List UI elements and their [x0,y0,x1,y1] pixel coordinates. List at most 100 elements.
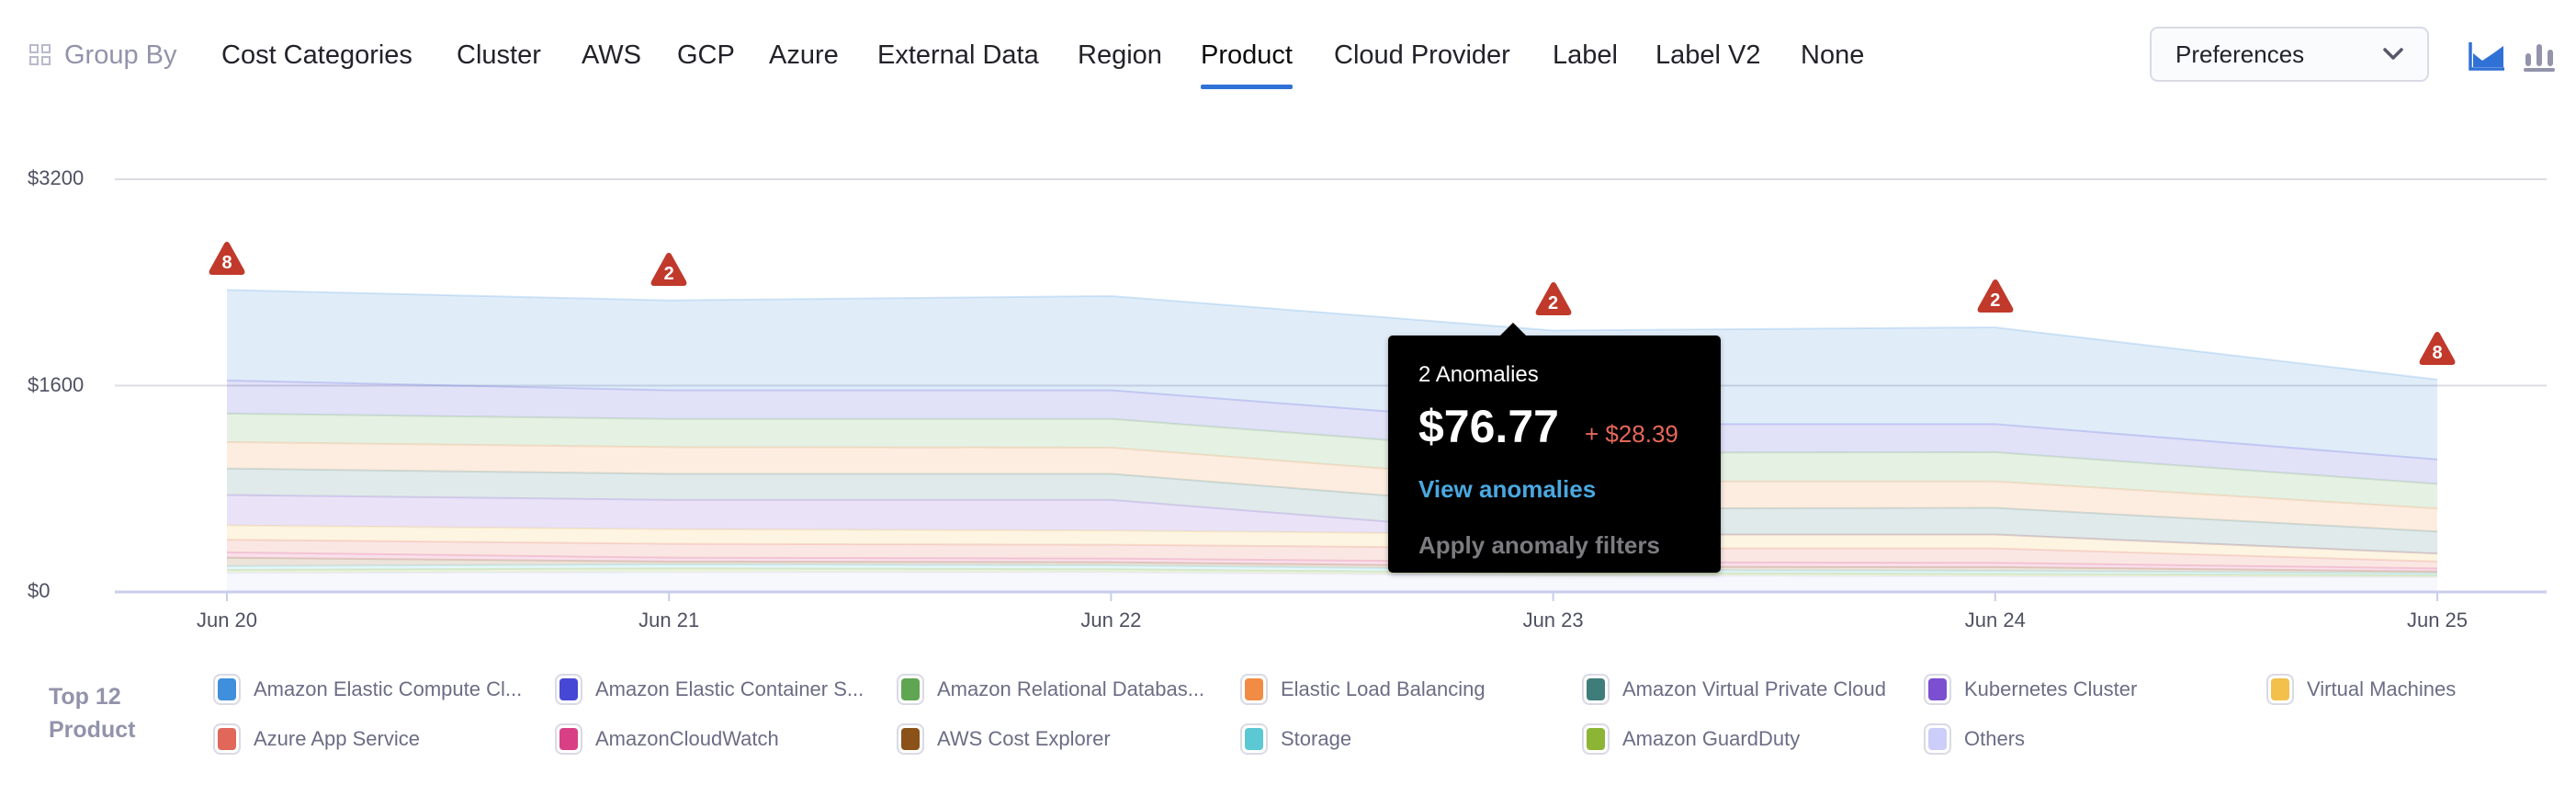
legend-item[interactable]: Kubernetes Cluster [1924,674,2137,705]
area-kubernetes-cluster [227,495,2437,554]
y-tick-label: $0 [28,579,51,602]
tab-gcp[interactable]: GCP [677,40,735,70]
legend-item[interactable]: Elastic Load Balancing [1240,674,1486,705]
legend-item[interactable]: Amazon Virtual Private Cloud [1582,674,1886,705]
anomaly-marker[interactable]: 2 [649,251,689,288]
x-tick-label: Jun 23 [1522,609,1584,631]
anomaly-marker[interactable]: 2 [1533,280,1574,317]
tab-cluster[interactable]: Cluster [457,40,541,70]
anomaly-marker[interactable]: 8 [2417,330,2457,367]
series-line [226,556,2438,573]
legend-label: Amazon GuardDuty [1622,727,1801,750]
legend-item[interactable]: Virtual Machines [2266,674,2456,705]
area-amazon-guardduty [227,568,2437,577]
bar-chart-icon[interactable] [2523,40,2556,72]
legend-label: Virtual Machines [2307,677,2457,700]
legend-item[interactable]: AmazonCloudWatch [555,723,779,755]
warning-triangle-icon [1535,282,1571,316]
x-tick-label: Jun 24 [1964,609,2026,631]
y-tick-label: $1600 [28,372,85,396]
series-line [226,440,2438,510]
legend-label: Azure App Service [254,727,420,750]
series-line [226,524,2438,555]
series-line [226,539,2438,563]
tab-product[interactable]: Product [1201,37,1293,89]
legend-item[interactable]: Storage [1240,723,1351,755]
anomaly-count: 2 [663,263,674,284]
anomaly-count: 2 [1990,290,2001,312]
legend-item[interactable]: Amazon Relational Databas... [897,674,1204,705]
legend-swatch [897,723,924,755]
tab-label[interactable]: Label [1553,40,1618,70]
preferences-dropdown[interactable]: Preferences [2150,27,2429,82]
legend-label: Amazon Elastic Container S... [595,677,864,700]
warning-triangle-icon [650,252,687,286]
chevron-down-icon [2383,48,2403,60]
series-line [226,379,2438,461]
series-line [226,289,2438,381]
area-virtual-machines [227,525,2437,562]
warning-triangle-icon [2419,331,2456,365]
legend-swatch [1582,674,1610,705]
apply-anomaly-filters-link[interactable]: Apply anomaly filters [1418,531,1660,559]
legend-item[interactable]: AWS Cost Explorer [897,723,1111,755]
series-line [226,567,2438,576]
x-tick-label: Jun 20 [196,609,258,631]
group-by-text: Group By [64,40,177,70]
x-tick-label: Jun 22 [1080,609,1142,631]
area-amazon-relational-databas [227,413,2437,509]
group-icon [29,44,51,65]
tab-cost-categories[interactable]: Cost Categories [221,40,412,70]
legend-swatch [1924,674,1951,705]
legend-title: Top 12 Product [49,684,136,743]
series-line [226,563,2438,575]
legend-label: Elastic Load Balancing [1281,677,1486,700]
tab-cloud-provider[interactable]: Cloud Provider [1334,40,1510,70]
tab-region[interactable]: Region [1078,40,1162,70]
x-tick-label: Jun 25 [2406,609,2469,631]
area-chart-icon[interactable] [2468,40,2506,72]
tab-azure[interactable]: Azure [769,40,839,70]
stacked-area-chart [115,178,2547,601]
legend-swatch [2266,674,2294,705]
legend-item[interactable]: Azure App Service [213,723,420,755]
legend-swatch [1582,723,1610,755]
legend-item[interactable]: Others [1924,723,2025,755]
legend-label: Kubernetes Cluster [1964,677,2138,700]
tooltip-delta: + $28.39 [1584,420,1678,448]
x-tick-label: Jun 21 [638,609,700,631]
legend-swatch [1240,674,1268,705]
area-amazoncloudwatch [227,552,2437,572]
area-amazon-virtual-private-cloud [227,468,2437,554]
view-anomalies-link[interactable]: View anomalies [1418,475,1597,503]
legend-swatch [213,674,241,705]
y-tick-label: $3200 [28,166,85,189]
tab-none[interactable]: None [1801,40,1865,70]
legend-item[interactable]: Amazon Elastic Container S... [555,674,864,705]
group-by-label: Group By [29,37,177,74]
legend-label: Amazon Relational Databas... [937,677,1205,700]
area-others [227,572,2437,592]
tab-label-v2[interactable]: Label V2 [1655,40,1761,70]
legend-label: Others [1964,727,2026,750]
legend-label: Amazon Virtual Private Cloud [1622,677,1886,700]
series-line [226,551,2438,570]
series-line [226,412,2438,485]
anomaly-marker[interactable]: 2 [1975,278,2016,314]
tab-aws[interactable]: AWS [582,40,641,70]
legend-label: Amazon Elastic Compute Cl... [254,677,523,700]
legend-label: Storage [1281,727,1352,750]
legend-swatch [213,723,241,755]
anomaly-tooltip: 2 Anomalies $76.77 + $28.39 View anomali… [1388,323,1721,573]
series-line [226,467,2438,533]
anomaly-marker[interactable]: 8 [207,240,247,277]
legend-swatch [555,723,582,755]
warning-triangle-icon [209,242,245,276]
area-azure-app-service [227,540,2437,569]
anomaly-count: 8 [221,253,232,274]
area-amazon-elastic-container-s [227,380,2437,484]
anomaly-count: 2 [1548,293,1559,314]
legend-item[interactable]: Amazon GuardDuty [1582,723,1800,755]
tab-external-data[interactable]: External Data [877,40,1039,70]
legend-item[interactable]: Amazon Elastic Compute Cl... [213,674,522,705]
